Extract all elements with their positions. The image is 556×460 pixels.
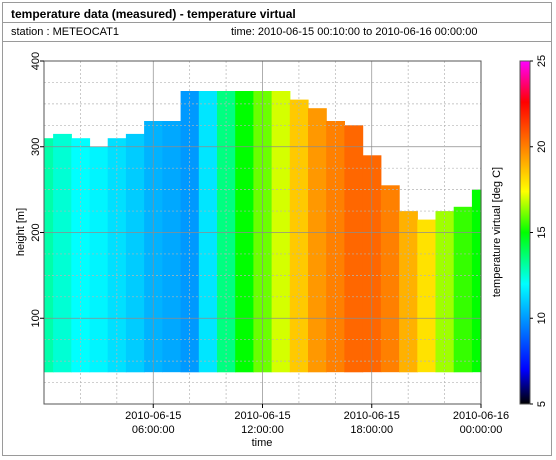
heatmap-layer [44, 91, 482, 373]
x-tick-label-time: 00:00:00 [460, 424, 503, 436]
x-ticks: 2010-06-15 06:00:00 2010-06-15 12:00:00 2010… [125, 404, 509, 436]
heatmap-column [435, 211, 455, 373]
y-tick-label: 300 [30, 138, 42, 156]
x-tick-label-date: 2010-06-16 [453, 410, 509, 422]
heatmap-column [399, 211, 418, 373]
heatmap-column [53, 133, 72, 373]
heatmap-column [471, 189, 482, 373]
heatmap-column [308, 108, 327, 373]
y-tick-label: 200 [30, 223, 42, 241]
heatmap-column [71, 138, 91, 373]
heatmap-column [44, 138, 54, 373]
heatmap-column [217, 91, 236, 373]
x-tick-label-date: 2010-06-15 [344, 410, 400, 422]
y-ticks: 100 200 300 400 [30, 52, 44, 327]
colorbar-tick-label: 15 [536, 226, 548, 238]
heatmap-column [453, 206, 473, 373]
x-tick-label-date: 2010-06-15 [234, 410, 290, 422]
heatmap-column [198, 91, 218, 373]
colorbar-tick-label: 10 [536, 312, 548, 324]
colorbar-label: temperature virtual [deg C] [491, 167, 503, 297]
time-range-label: time: 2010-06-15 00:10:00 to 2010-06-16 … [231, 26, 478, 38]
colorbar-tick-label: 25 [536, 55, 548, 67]
title-bar: temperature data (measured) - temperatur… [3, 3, 551, 23]
info-bar: station : METEOCAT1 time: 2010-06-15 00:… [3, 23, 551, 42]
heatmap-column [344, 125, 364, 373]
x-tick-label-time: 12:00:00 [241, 424, 284, 436]
heatmap-column [180, 91, 200, 373]
y-axis-label: height [m] [15, 208, 27, 256]
colorbar-tick-label: 5 [536, 401, 548, 407]
heatmap-column [89, 146, 109, 373]
chart-title: temperature data (measured) - temperatur… [11, 7, 296, 21]
x-tick-label-date: 2010-06-15 [125, 410, 181, 422]
heatmap-column [107, 138, 127, 373]
station-label: station : METEOCAT1 [11, 26, 119, 38]
heatmap-column [380, 185, 400, 373]
x-tick-label-time: 06:00:00 [132, 424, 175, 436]
heatmap-column [289, 99, 309, 373]
x-axis-label: time [252, 437, 273, 449]
heatmap-column [271, 91, 291, 373]
y-tick-label: 100 [30, 309, 42, 327]
heatmap-column [162, 121, 182, 373]
colorbar [519, 60, 531, 405]
heatmap-column [125, 133, 145, 373]
y-tick-label: 400 [30, 52, 42, 70]
heatmap-column [417, 219, 437, 373]
heatmap-column [235, 91, 254, 373]
colorbar-ticks: 5 10 15 20 25 [530, 55, 548, 407]
chart-frame [2, 2, 552, 456]
colorbar-tick-label: 20 [536, 141, 548, 153]
x-tick-label-time: 18:00:00 [350, 424, 393, 436]
